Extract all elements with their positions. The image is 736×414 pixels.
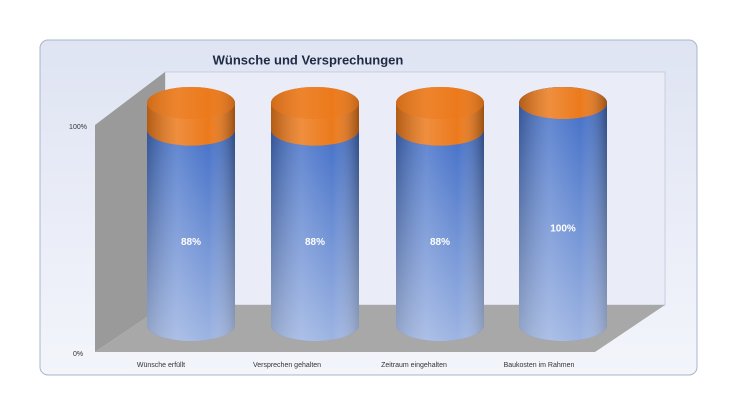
cylinder-cap-shade <box>271 87 359 119</box>
x-tick-label: Versprechen gehalten <box>253 362 321 369</box>
x-tick-label: Baukosten im Rahmen <box>504 362 575 369</box>
bar-segment <box>396 87 484 146</box>
bar-segment <box>271 113 359 341</box>
x-tick-label: Wünsche erfüllt <box>137 362 185 369</box>
bar-segment <box>147 113 235 341</box>
cylinder-light <box>519 103 607 341</box>
chart-title: Wünsche und Versprechungen <box>213 52 404 67</box>
bar-segment <box>147 87 235 146</box>
y-tick-label: 0% <box>73 351 83 358</box>
data-label: 88% <box>305 237 325 248</box>
cylinder-light <box>271 129 359 341</box>
bar-segment <box>271 87 359 146</box>
cylinder-light <box>396 129 484 341</box>
cylinder-light <box>147 129 235 341</box>
data-label: 100% <box>550 224 576 235</box>
y-tick-label: 100% <box>69 124 87 131</box>
bar-segment <box>519 87 607 341</box>
cylinder-shade <box>519 87 607 119</box>
cylinder-cap-shade <box>147 87 235 119</box>
data-label: 88% <box>181 237 201 248</box>
bar-segment <box>519 87 607 119</box>
data-label: 88% <box>430 237 450 248</box>
cylinder-cap-shade <box>396 87 484 119</box>
x-tick-label: Zeitraum eingehalten <box>381 362 447 369</box>
bar-segment <box>396 113 484 341</box>
